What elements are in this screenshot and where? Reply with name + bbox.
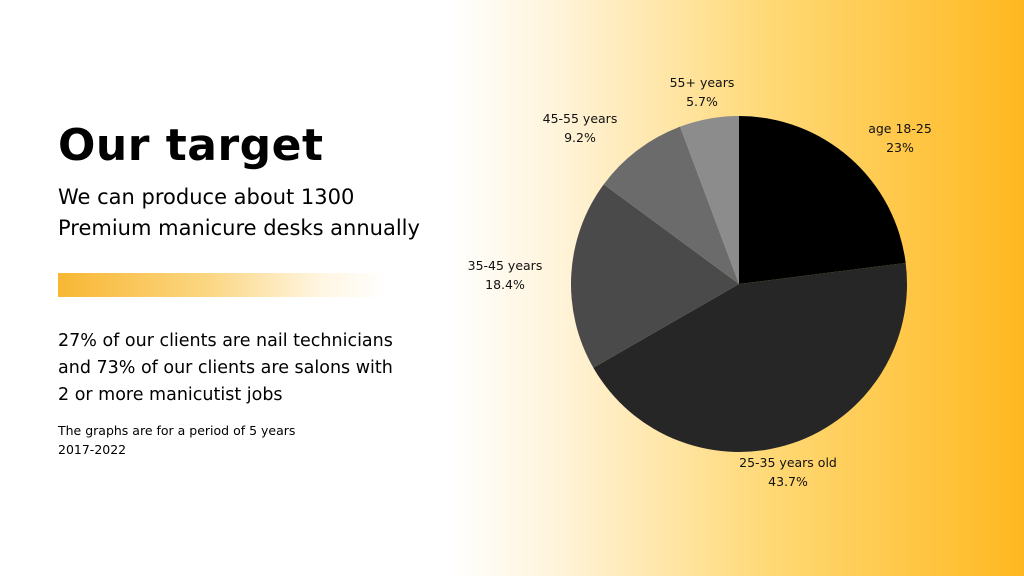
clients-line-3: 2 or more manicutist jobs xyxy=(58,385,283,405)
pie-slice-category-1: age 18-25 xyxy=(868,121,932,136)
slide-subtitle: We can produce about 1300 Premium manicu… xyxy=(58,182,478,244)
pie-slice-3 xyxy=(570,184,739,368)
pie-slice-value-2: 43.7% xyxy=(768,474,808,489)
period-note: The graphs are for a period of 5 years 2… xyxy=(58,421,418,459)
pie-slice-value-1: 23% xyxy=(886,140,914,155)
pie-slice-label-2: 25-35 years old 43.7% xyxy=(739,455,837,489)
pie-slice-label-5: 55+ years 5.7% xyxy=(670,75,735,109)
period-line-2: 2017-2022 xyxy=(58,442,127,457)
slide-title: Our target xyxy=(58,120,324,171)
subtitle-line-2: Premium manicure desks annually xyxy=(58,216,420,240)
pie-slice-4 xyxy=(603,126,739,284)
pie-slice-value-3: 18.4% xyxy=(485,277,525,292)
pie-slice-value-4: 9.2% xyxy=(564,130,596,145)
pie-slice-label-1: age 18-25 23% xyxy=(868,121,932,155)
period-line-1: The graphs are for a period of 5 years xyxy=(58,423,296,438)
pie-slice-1 xyxy=(739,116,906,284)
pie-slice-category-3: 35-45 years xyxy=(468,258,543,273)
pie-slice-value-5: 5.7% xyxy=(686,94,718,109)
clients-line-1: 27% of our clients are nail technicians xyxy=(58,331,393,351)
pie-slice-2 xyxy=(593,262,907,453)
pie-slice-label-4: 45-55 years 9.2% xyxy=(543,111,618,145)
subtitle-line-1: We can produce about 1300 xyxy=(58,185,355,209)
clients-summary: 27% of our clients are nail technicians … xyxy=(58,328,458,409)
pie-slice-label-3: 35-45 years 18.4% xyxy=(468,258,543,292)
accent-bar xyxy=(58,273,388,297)
pie-slice-category-5: 55+ years xyxy=(670,75,735,90)
pie-slice-category-4: 45-55 years xyxy=(543,111,618,126)
pie-slice-5 xyxy=(680,116,739,284)
pie-slice-category-2: 25-35 years old xyxy=(739,455,837,470)
clients-line-2: and 73% of our clients are salons with xyxy=(58,358,393,378)
